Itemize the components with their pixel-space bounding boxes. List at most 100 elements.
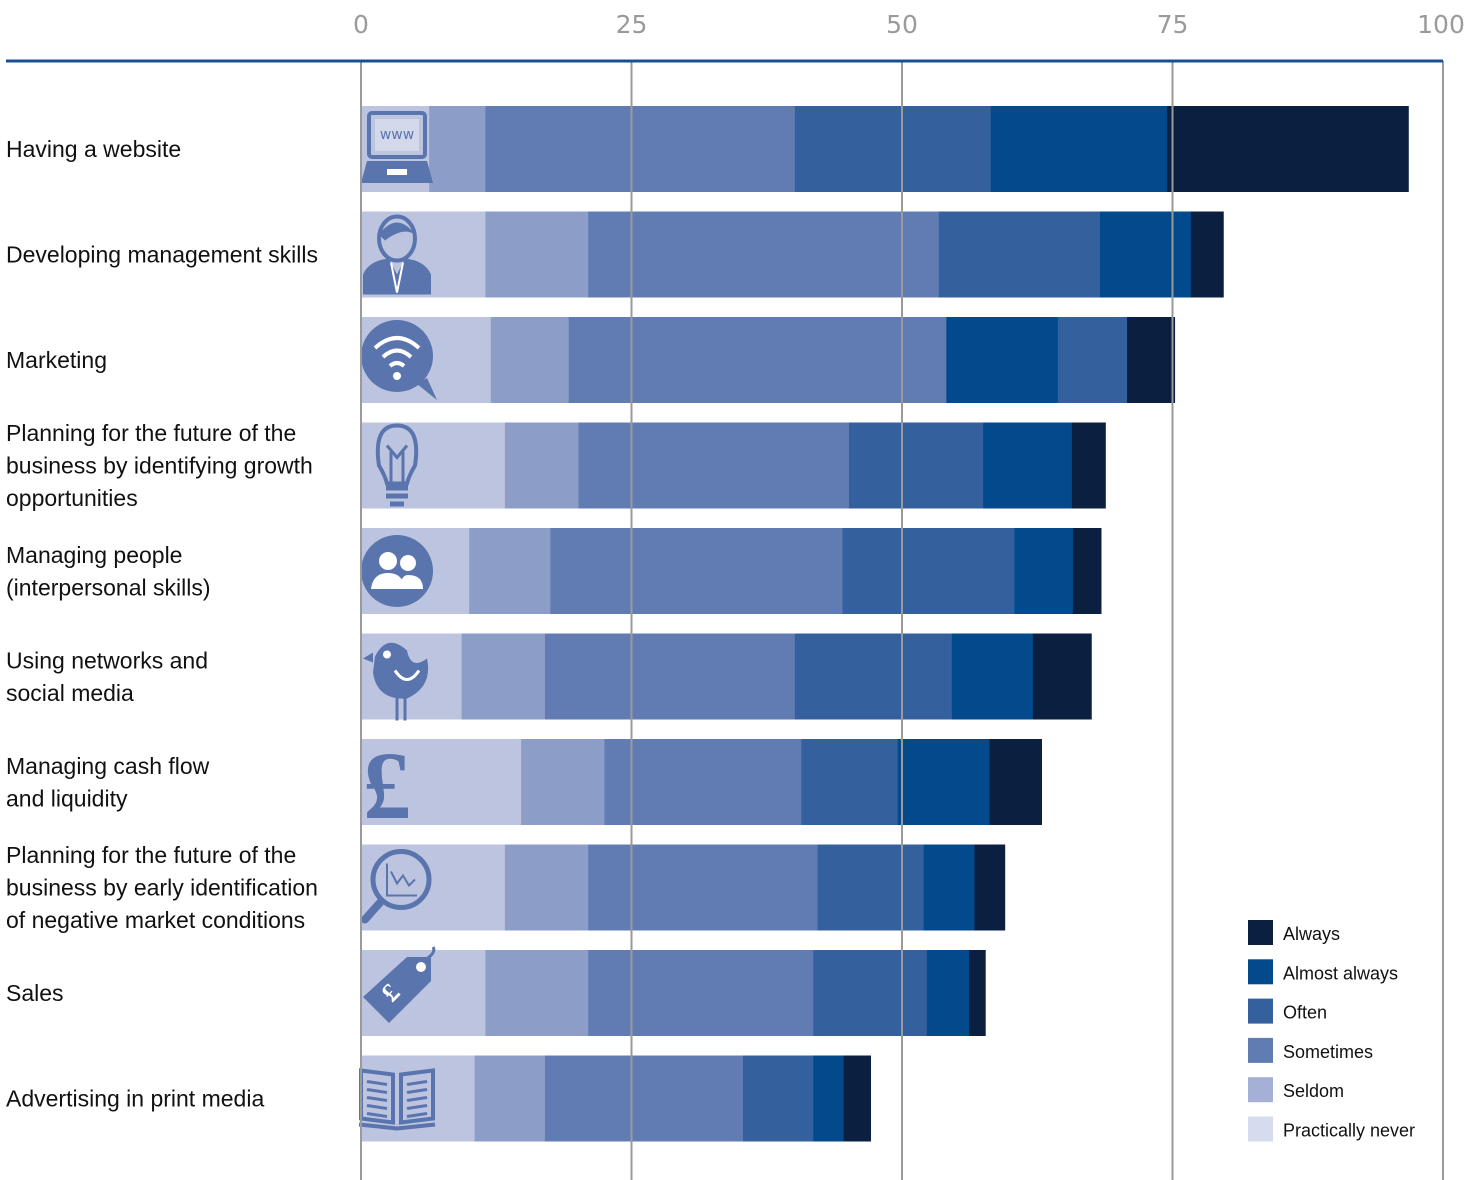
category-label-line: of negative market conditions [6,907,305,933]
bar-segment-always [989,739,1042,825]
legend-swatch [1248,998,1273,1024]
legend-item: Always [1248,920,1340,945]
businesswoman-icon [363,214,431,295]
laptop-www-icon: www [361,111,433,183]
legend-item: Practically never [1248,1116,1415,1142]
category-label: Marketing [6,347,107,373]
bar-segment-almost-always [1100,211,1192,298]
legend-swatch [1248,1077,1273,1103]
category-label: Sales [6,980,64,1006]
price-tag-icon: £ [363,946,436,1023]
bar-segment-almost-always [1014,528,1074,614]
legend-item: Seldom [1248,1077,1344,1103]
legend-swatch [1248,920,1273,945]
bar-segment-seldom [490,317,570,403]
legend-swatch [1248,1037,1273,1063]
bar-segment-seldom [461,633,546,720]
category-icons: www £ £ [358,111,437,1131]
category-labels: Having a website Developing management sk… [6,136,318,1112]
bar-segment-often [794,106,992,192]
bird-icon [363,642,429,721]
bar-segment-seldom [429,106,486,192]
bar-segment-almost-always [923,844,975,931]
bar-segment-almost-always [951,633,1034,720]
bar-segment-almost-always [990,106,1168,192]
x-tick-label: 50 [886,10,918,39]
bars [361,106,1409,1142]
bar-segment-always [969,950,986,1036]
legend-label: Almost always [1283,963,1398,983]
bar-segment-often [842,528,1015,614]
bar-segment-sometimes [544,1055,744,1142]
bar-segment-often [817,844,925,931]
bar-segment-sometimes [604,739,802,825]
bar-segment-seldom [485,950,589,1036]
category-label-line: and liquidity [6,785,128,811]
bar-segment-sometimes [588,950,814,1036]
bar-segment-sometimes [485,106,796,192]
category-label-line: Managing people [6,542,182,568]
legend-swatch [1248,1116,1273,1142]
category-label-line: (interpersonal skills) [6,574,211,600]
category-label-line: Planning for the future of the [6,420,296,446]
bar-segment-practically-never [361,422,506,509]
category-label-line: Developing management skills [6,242,318,268]
category-label: Advertising in print media [6,1086,264,1112]
legend-item: Sometimes [1248,1037,1373,1063]
legend-label: Often [1283,1003,1327,1023]
bar-segment-almost-always [946,317,1059,403]
legend-label: Practically never [1283,1121,1415,1141]
bar-segment-always [1032,633,1092,720]
bar-segment-seldom [474,1055,546,1142]
bar-segment-almost-always [813,1055,844,1142]
category-label-line: Managing cash flow [6,753,210,779]
open-book-icon [358,1068,436,1131]
svg-text:£: £ [363,732,411,839]
bar-segment-sometimes [578,422,850,509]
bar-segment-sometimes [544,633,796,720]
x-tick-label: 100 [1417,10,1465,39]
bar-segment-almost-always [926,950,970,1036]
bar-segment-sometimes [588,844,818,931]
bar-segment-always [1190,211,1224,298]
legend-item: Almost always [1248,959,1398,985]
bar-segment-always [1127,317,1176,403]
category-label: Planning for the future of the business b… [6,842,318,933]
category-label-line: business by identifying growth [6,453,313,479]
bar-segment-always [843,1055,872,1142]
category-label-line: Having a website [6,136,181,162]
bar-segment-always [1167,106,1409,192]
category-label: Managing people (interpersonal skills) [6,542,211,601]
people-icon [361,535,433,607]
legend-swatch [1248,959,1273,985]
magnifier-chart-icon [361,849,432,924]
legend: Always Almost always Often Sometimes Seldom P… [1248,920,1415,1142]
bar-segment-often [742,1055,814,1142]
category-label: Having a website [6,136,181,162]
category-label: Planning for the future of the business b… [6,420,313,511]
category-label-line: Planning for the future of the [6,842,296,868]
lightbulb-icon [375,423,419,507]
bar-segment-seldom [485,211,589,298]
bar-segment-sometimes [550,528,843,614]
pound-sign-icon: £ [363,732,411,839]
legend-label: Seldom [1283,1081,1344,1101]
category-label-line: Advertising in print media [6,1086,264,1112]
bar-segment-often [938,211,1101,298]
bar-segment-seldom [521,739,605,825]
legend-label: Always [1283,924,1340,944]
bar-segment-often [794,633,953,720]
bar-segment-seldom [504,844,589,931]
grid-lines [360,61,1444,1180]
category-label: Using networks and social media [6,647,208,706]
category-label-line: business by early identification [6,875,318,901]
bar-segment-sometimes [568,317,947,403]
x-tick-label: 25 [616,10,648,39]
bar-segment-often [1057,317,1128,403]
bar-segment-seldom [469,528,551,614]
bar-segment-often [801,739,899,825]
legend-item: Often [1248,998,1327,1024]
category-label: Managing cash flow and liquidity [6,753,210,812]
legend-label: Sometimes [1283,1042,1373,1062]
